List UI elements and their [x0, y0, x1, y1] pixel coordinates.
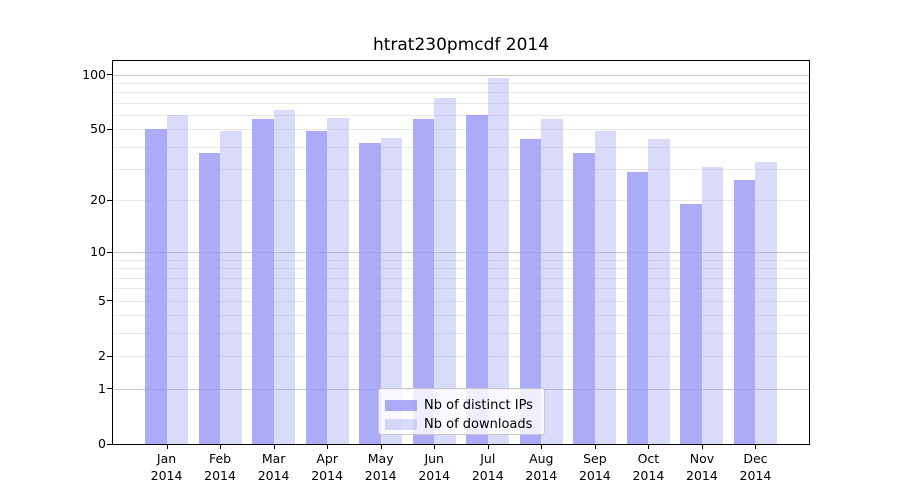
gridline-minor	[113, 129, 809, 131]
y-axis-tick-label: 100	[82, 66, 106, 82]
x-axis-tick	[701, 445, 703, 449]
bar-downloads	[434, 97, 456, 444]
bar-distinct-ips	[145, 129, 167, 444]
y-axis-tick	[107, 74, 112, 76]
bar-downloads	[380, 137, 403, 444]
legend-swatch-distinct-ips	[385, 400, 417, 411]
gridline-minor	[113, 356, 809, 358]
y-axis-tick-label: 2	[98, 348, 106, 364]
y-axis-tick	[107, 355, 112, 357]
bar-distinct-ips	[680, 204, 702, 444]
x-axis-tick	[594, 445, 596, 449]
gridline-minor	[113, 333, 809, 335]
bar-downloads	[327, 117, 349, 444]
x-axis-tick-label: Jun 2014	[418, 451, 451, 483]
x-axis-tick	[220, 445, 222, 449]
gridline-major	[113, 252, 809, 254]
legend-label: Nb of downloads	[424, 417, 533, 432]
x-axis-tick-label: Dec 2014	[739, 451, 772, 483]
legend-row: Nb of downloads	[385, 415, 544, 434]
y-axis-tick	[107, 300, 112, 302]
legend-label: Nb of distinct IPs	[424, 398, 533, 413]
x-axis-tick	[273, 445, 275, 449]
x-axis-tick-label: Jul 2014	[471, 451, 504, 483]
bar-distinct-ips	[519, 139, 542, 444]
bar-downloads	[541, 119, 563, 444]
x-axis-tick	[541, 445, 543, 449]
y-axis-tick	[107, 388, 112, 390]
gridline-minor	[113, 315, 809, 317]
x-axis-tick-label: May 2014	[364, 451, 397, 483]
x-axis-tick	[755, 445, 757, 449]
y-axis-tick	[107, 251, 112, 253]
bar-downloads	[220, 131, 242, 444]
y-axis-tick	[107, 128, 112, 130]
gridline-minor	[113, 146, 809, 148]
bar-downloads	[701, 166, 724, 444]
x-axis-tick-label: Oct 2014	[632, 451, 665, 483]
bar-distinct-ips	[198, 152, 221, 444]
x-axis-tick-label: Apr 2014	[311, 451, 344, 483]
gridline-minor	[113, 300, 809, 302]
bar-distinct-ips	[359, 143, 381, 444]
legend: Nb of distinct IPs Nb of downloads	[378, 388, 545, 435]
x-axis-tick	[166, 445, 168, 449]
y-axis-tick-label: 0	[98, 436, 106, 451]
y-axis-tick-label: 10	[90, 244, 106, 260]
y-axis-tick-label: 1	[98, 380, 106, 396]
gridline-minor	[113, 83, 809, 85]
x-axis-tick	[487, 445, 489, 449]
gridline-minor	[113, 277, 809, 279]
bar-distinct-ips	[252, 119, 274, 444]
x-axis-tick	[380, 445, 382, 449]
x-axis-tick-label: Mar 2014	[257, 451, 290, 483]
bar-distinct-ips	[573, 152, 595, 444]
bar-downloads	[166, 115, 189, 444]
bar-downloads	[755, 161, 777, 444]
legend-swatch-downloads	[385, 419, 417, 430]
gridline-minor	[113, 200, 809, 202]
bar-distinct-ips	[626, 171, 649, 444]
x-axis-tick	[648, 445, 650, 449]
y-axis-tick-label: 50	[90, 121, 106, 137]
bar-distinct-ips	[466, 115, 488, 444]
bar-distinct-ips	[733, 180, 756, 444]
bar-distinct-ips	[305, 131, 328, 444]
y-axis-tick	[107, 199, 112, 201]
gridline-minor	[113, 288, 809, 290]
x-axis-tick-label: Nov 2014	[686, 451, 718, 483]
x-axis-tick-label: Sep 2014	[578, 451, 611, 483]
gridline-minor	[113, 102, 809, 104]
y-axis-tick-label: 5	[98, 292, 106, 308]
y-axis-tick	[107, 443, 112, 445]
x-axis-tick-label: Feb 2014	[204, 451, 236, 483]
gridline-minor	[113, 259, 809, 261]
legend-row: Nb of distinct IPs	[385, 396, 544, 415]
x-axis-tick-label: Aug 2014	[525, 451, 558, 483]
gridline-minor	[113, 169, 809, 171]
x-axis-tick	[434, 445, 436, 449]
bar-downloads	[594, 131, 617, 444]
bar-downloads	[273, 110, 296, 444]
gridline-minor	[113, 92, 809, 94]
gridline-major	[113, 74, 809, 76]
gridline-minor	[113, 115, 809, 117]
x-axis-tick	[327, 445, 329, 449]
bar-downloads	[487, 78, 510, 444]
plot-area	[113, 61, 809, 444]
x-axis-tick-label: Jan 2014	[150, 451, 183, 483]
y-axis-tick-label: 20	[90, 192, 106, 208]
chart-title: htrat230pmcdf 2014	[372, 35, 550, 55]
gridline-minor	[113, 268, 809, 270]
bar-downloads	[648, 139, 670, 444]
bar-distinct-ips	[412, 119, 435, 444]
